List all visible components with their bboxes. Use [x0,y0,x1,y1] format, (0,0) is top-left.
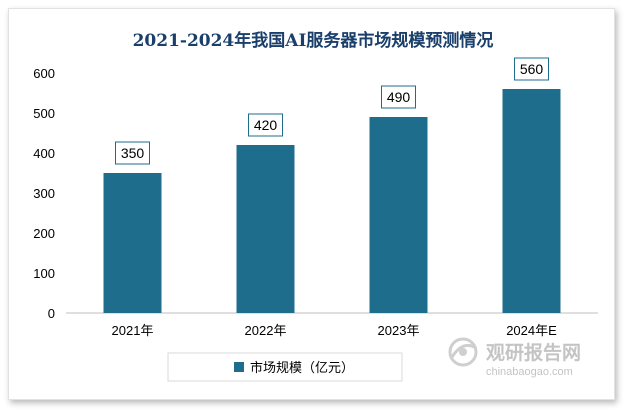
bar-4 [502,89,561,313]
y-tick-label: 600 [33,66,55,81]
data-label: 420 [254,117,278,133]
legend: 市场规模（亿元） [167,352,403,382]
legend-swatch [234,362,244,372]
bar-2 [236,145,295,313]
data-label-box [514,57,549,81]
watermark-logo-icon [448,337,478,367]
x-tick-label: 2022年 [245,323,287,338]
bar-1 [103,173,162,313]
data-label: 490 [387,89,411,105]
data-label: 560 [520,61,544,77]
data-label-box [115,141,150,165]
watermark: 观研报告网 chinabaogao.com [448,337,581,378]
data-label-box [381,85,416,109]
y-tick-label: 0 [48,306,55,321]
y-tick-label: 300 [33,186,55,201]
data-label: 350 [121,145,145,161]
y-axis: 0 100 200 300 400 500 600 [33,66,55,321]
data-labels: 350 420 490 560 [115,57,549,165]
data-label-box [248,113,283,137]
x-axis-labels: 2021年 2022年 2023年 2024年E [112,323,558,338]
legend-label: 市场规模（亿元） [250,360,354,375]
y-tick-label: 400 [33,146,55,161]
x-tick-label: 2021年 [112,323,154,338]
watermark-name: 观研报告网 [486,341,581,364]
bars [103,89,561,313]
watermark-url: chinabaogao.com [486,366,573,378]
bar-3 [369,117,428,313]
x-tick-label: 2024年E [506,323,557,338]
x-tick-label: 2023年 [378,323,420,338]
y-tick-label: 100 [33,266,55,281]
legend-box [167,352,403,382]
y-tick-label: 500 [33,106,55,121]
y-tick-label: 200 [33,226,55,241]
chart-title: 2021-2024年我国AI服务器市场规模预测情况 [133,30,494,51]
